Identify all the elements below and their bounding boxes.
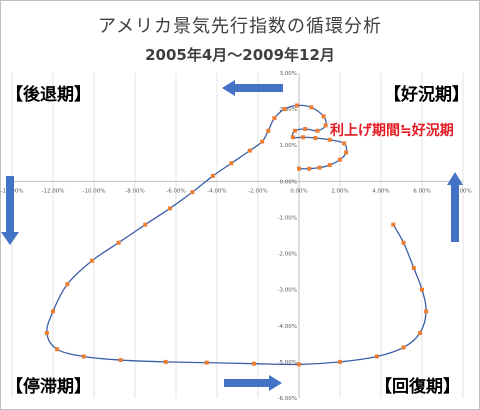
data-point [89,258,94,263]
x-tick-label: -4.00% [207,188,226,194]
data-point [303,126,308,131]
series-line [46,104,427,366]
y-tick-label: 3.00% [280,71,297,77]
data-point [229,161,234,166]
chart-subtitle: 2005年4月～2009年12月 [145,46,335,64]
data-point [323,123,328,128]
y-tick-label: -2.00% [278,252,297,258]
data-point [424,309,429,314]
data-point [327,137,332,142]
data-point [282,107,287,112]
data-point [338,359,342,364]
x-tick-label: 2.00% [331,188,348,194]
x-tick-label: -6.00% [166,188,185,194]
data-point [163,359,168,364]
data-point [342,141,347,146]
data-point [118,358,123,363]
phase-label-boom: 【好況期】 [384,85,469,105]
y-tick-label: -4.00% [278,324,297,330]
data-point [294,103,299,108]
x-tick-label: -8.00% [125,188,144,194]
data-point [338,157,342,162]
left-arrow [222,80,283,96]
data-point [401,240,406,245]
data-point [317,165,322,170]
data-point [266,128,271,133]
chart-title: アメリカ景気先行指数の循環分析 [97,16,383,37]
x-tick-label: 0.00% [290,188,307,194]
down-arrow [1,176,19,245]
up-arrow [447,172,463,242]
phase-label-stagnation: 【停滞期】 [6,377,91,397]
data-point [344,150,349,155]
data-point [297,362,301,367]
data-point [204,360,209,365]
data-point [210,173,215,178]
x-tick-label: -12.00% [42,188,65,194]
x-tick-label: 6.00% [413,188,430,194]
data-point [55,347,60,352]
y-tick-label: -1.00% [278,215,297,221]
data-point [411,266,416,270]
data-point [313,136,318,140]
data-point [190,190,195,195]
data-point [81,354,86,359]
data-point [297,166,301,171]
data-point [290,135,295,140]
data-point [251,361,256,366]
data-point [272,116,277,121]
y-tick-label: 0.00% [280,179,297,185]
data-point [44,331,49,335]
phase-label-recession: 【後退期】 [6,85,91,105]
data-point [292,128,297,133]
y-tick-label: 2.00% [280,107,297,113]
y-tick-label: 1.00% [280,143,297,149]
data-point [321,114,326,119]
x-tick-label: 4.00% [372,188,389,194]
data-point [167,206,172,211]
right-arrow [224,375,282,391]
x-tick-label: 8.00% [454,188,471,194]
data-point [315,128,320,133]
data-point [420,287,424,292]
rate-hike-annotation: 利上げ期間≒好況期 [330,123,454,139]
data-point [247,148,252,153]
data-point [65,282,70,287]
data-point [301,135,306,140]
phase-label-recovery: 【回復期】 [375,377,460,397]
y-tick-label: -6.00% [278,396,297,402]
data-point [391,222,396,227]
data-point [307,166,312,171]
x-tick-label: -2.00% [248,188,267,194]
data-point [417,331,422,335]
data-point [374,354,379,359]
data-point [116,240,121,245]
data-point [309,105,314,110]
data-point [327,163,332,168]
y-tick-label: -3.00% [278,288,297,294]
data-point [401,345,406,350]
x-tick-label: -10.00% [83,188,106,194]
data-point [143,222,148,227]
data-point [51,309,55,314]
data-point [260,139,265,144]
y-tick-label: -5.00% [278,360,297,366]
